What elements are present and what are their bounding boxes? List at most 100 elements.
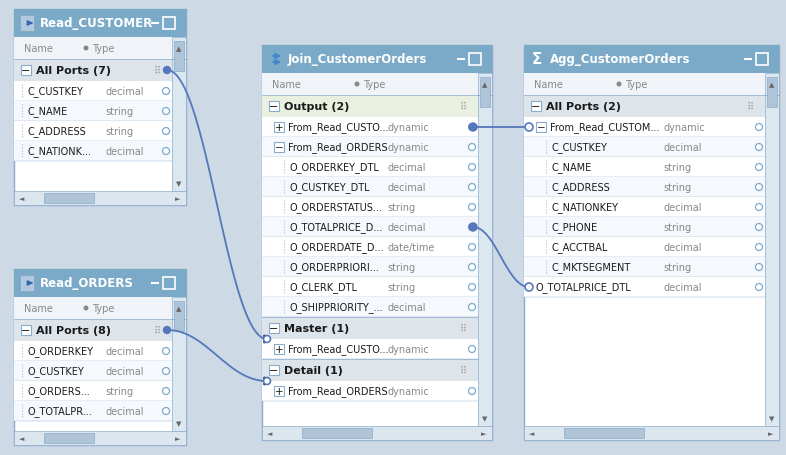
Circle shape [755, 164, 762, 171]
FancyBboxPatch shape [524, 217, 765, 238]
Text: ►: ► [481, 430, 487, 436]
Text: ▼: ▼ [176, 420, 182, 426]
Text: decimal: decimal [105, 366, 144, 376]
FancyBboxPatch shape [14, 82, 172, 102]
FancyBboxPatch shape [14, 10, 186, 206]
Circle shape [468, 204, 476, 211]
Circle shape [525, 124, 533, 131]
FancyBboxPatch shape [14, 361, 172, 381]
FancyBboxPatch shape [262, 381, 478, 401]
Text: +: + [274, 386, 283, 396]
Text: −: − [270, 324, 279, 333]
Text: Σ: Σ [532, 52, 542, 67]
FancyBboxPatch shape [14, 142, 172, 162]
FancyBboxPatch shape [20, 16, 34, 32]
FancyBboxPatch shape [14, 102, 172, 122]
Circle shape [83, 46, 89, 51]
FancyBboxPatch shape [274, 344, 284, 354]
Text: string: string [663, 263, 691, 273]
FancyBboxPatch shape [262, 298, 478, 317]
FancyBboxPatch shape [269, 324, 279, 333]
FancyBboxPatch shape [524, 96, 765, 118]
Text: decimal: decimal [105, 346, 144, 356]
Text: decimal: decimal [105, 406, 144, 416]
Circle shape [755, 144, 762, 151]
Circle shape [616, 82, 622, 87]
FancyBboxPatch shape [480, 78, 490, 108]
Text: O_CUSTKEY: O_CUSTKEY [28, 366, 85, 377]
FancyBboxPatch shape [14, 192, 186, 206]
Text: ⠿: ⠿ [460, 324, 467, 333]
Text: string: string [105, 107, 133, 117]
Circle shape [163, 148, 170, 155]
Circle shape [469, 223, 477, 232]
Text: ▲: ▲ [176, 305, 182, 311]
FancyBboxPatch shape [302, 428, 372, 438]
FancyBboxPatch shape [262, 317, 478, 339]
Text: O_ORDERS...: O_ORDERS... [28, 386, 90, 397]
FancyBboxPatch shape [14, 298, 172, 319]
Text: From_Read_CUSTO...: From_Read_CUSTO... [288, 344, 388, 355]
Text: Name: Name [272, 80, 301, 90]
Text: C_NATIONKEY: C_NATIONKEY [552, 202, 619, 213]
Circle shape [163, 348, 170, 355]
Circle shape [468, 388, 476, 394]
Text: ▼: ▼ [176, 181, 182, 187]
Circle shape [468, 224, 476, 231]
Text: decimal: decimal [105, 87, 144, 97]
Text: ⠿: ⠿ [154, 66, 161, 76]
FancyBboxPatch shape [262, 157, 478, 177]
Circle shape [468, 184, 476, 191]
Text: Name: Name [534, 80, 563, 90]
Text: O_ORDERKEY: O_ORDERKEY [28, 346, 94, 357]
Text: ⠿: ⠿ [460, 102, 467, 112]
Circle shape [83, 306, 89, 311]
Text: decimal: decimal [663, 202, 701, 212]
FancyBboxPatch shape [262, 197, 478, 217]
FancyBboxPatch shape [14, 431, 186, 445]
Circle shape [163, 88, 170, 95]
Text: ⠿: ⠿ [460, 365, 467, 375]
FancyBboxPatch shape [269, 365, 279, 375]
Circle shape [755, 284, 762, 291]
Circle shape [163, 327, 171, 334]
Text: C_NAME: C_NAME [552, 162, 592, 173]
Text: decimal: decimal [663, 143, 701, 153]
Text: Type: Type [92, 303, 115, 313]
Text: string: string [387, 263, 415, 273]
Circle shape [163, 128, 170, 135]
FancyBboxPatch shape [262, 96, 478, 118]
Circle shape [755, 224, 762, 231]
FancyBboxPatch shape [14, 341, 172, 361]
Text: −: − [21, 325, 31, 335]
Text: −: − [537, 123, 545, 133]
Circle shape [468, 244, 476, 251]
FancyBboxPatch shape [564, 428, 644, 438]
FancyBboxPatch shape [524, 177, 765, 197]
FancyBboxPatch shape [14, 269, 186, 298]
Text: Detail (1): Detail (1) [284, 365, 343, 375]
Text: dynamic: dynamic [387, 386, 428, 396]
Text: O_ORDERPRIORI...: O_ORDERPRIORI... [290, 262, 380, 273]
FancyBboxPatch shape [262, 118, 478, 138]
FancyBboxPatch shape [767, 78, 777, 108]
Text: ◄: ◄ [529, 430, 534, 436]
Text: ▼: ▼ [483, 415, 487, 421]
FancyBboxPatch shape [174, 42, 184, 72]
FancyBboxPatch shape [21, 66, 31, 76]
Text: Name: Name [24, 303, 53, 313]
Text: ►: ► [768, 430, 773, 436]
Text: decimal: decimal [105, 147, 144, 157]
Text: string: string [387, 283, 415, 293]
FancyBboxPatch shape [524, 258, 765, 278]
FancyBboxPatch shape [524, 138, 765, 157]
Text: −: − [21, 66, 31, 76]
Text: decimal: decimal [663, 243, 701, 253]
Circle shape [163, 67, 171, 74]
Text: ▲: ▲ [176, 46, 182, 52]
FancyBboxPatch shape [524, 46, 779, 440]
Circle shape [755, 124, 762, 131]
FancyBboxPatch shape [536, 123, 546, 133]
Text: O_TOTALPR...: O_TOTALPR... [28, 406, 93, 416]
Text: From_Read_CUSTOM...: From_Read_CUSTOM... [550, 122, 659, 133]
